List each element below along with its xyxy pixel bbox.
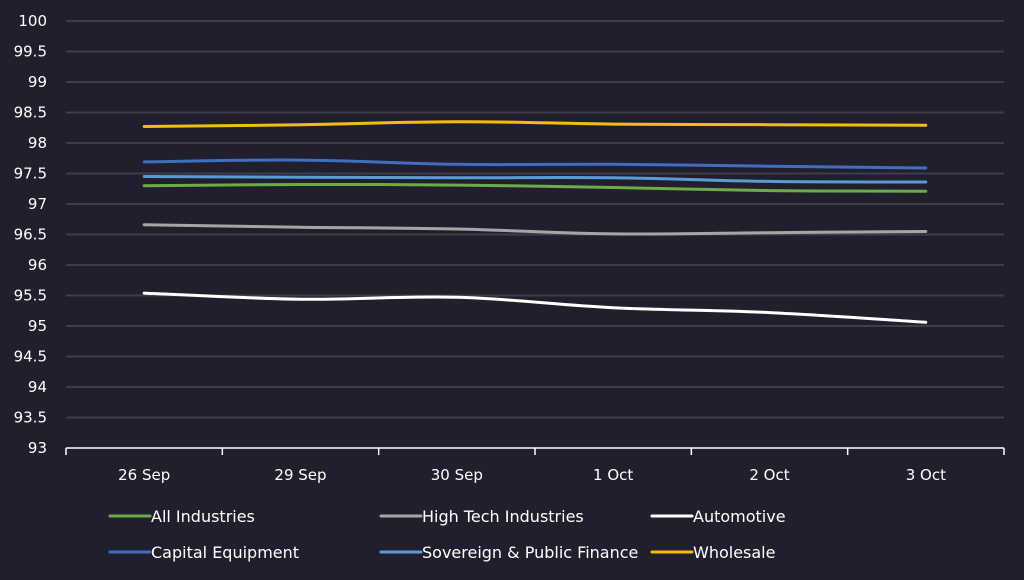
legend: All Industries High Tech Industries Automo… [108, 507, 786, 562]
y-tick-label: 93 [28, 439, 47, 457]
x-tick-label: 29 Sep [274, 466, 326, 484]
series-line-all-industries [142, 182, 928, 193]
y-tick-label: 99.5 [14, 43, 47, 61]
y-tick-label: 97.5 [14, 165, 47, 183]
y-tick-label: 96.5 [14, 226, 47, 244]
y-tick-label: 98.5 [14, 104, 47, 122]
y-tick-label: 100 [18, 12, 47, 30]
series-line-wholesale [142, 120, 928, 128]
legend-item-all-industries: All Industries [108, 507, 255, 526]
legend-label: Wholesale [693, 543, 775, 562]
series-line-high-tech-industries [142, 223, 928, 236]
legend-item-capital-equipment: Capital Equipment [108, 543, 299, 562]
y-tick-label: 95.5 [14, 287, 47, 305]
legend-label: Sovereign & Public Finance [422, 543, 638, 562]
series-line-capital-equipment [142, 158, 928, 170]
y-tick-label: 94 [28, 378, 47, 396]
y-tick-label: 98 [28, 134, 47, 152]
legend-label: High Tech Industries [422, 507, 584, 526]
x-tick-label: 2 Oct [749, 466, 789, 484]
x-axis-tick-labels: 26 Sep 29 Sep 30 Sep 1 Oct 2 Oct 3 Oct [118, 466, 946, 484]
y-tick-label: 99 [28, 73, 47, 91]
legend-label: All Industries [151, 507, 255, 526]
y-axis-tick-labels: 93 93.5 94 94.5 95 95.5 96 96.5 97 97.5 98 98.5 99 99… [14, 12, 47, 457]
series-lines [142, 120, 928, 324]
legend-label: Capital Equipment [151, 543, 299, 562]
legend-item-automotive: Automotive [650, 507, 786, 526]
y-tick-label: 96 [28, 256, 47, 274]
x-tick-label: 3 Oct [906, 466, 946, 484]
y-tick-label: 93.5 [14, 409, 47, 427]
x-tick-label: 1 Oct [593, 466, 633, 484]
legend-item-high-tech-industries: High Tech Industries [379, 507, 584, 526]
series-line-sovereign-public-finance [142, 175, 928, 184]
legend-item-wholesale: Wholesale [650, 543, 775, 562]
y-tick-label: 97 [28, 195, 47, 213]
x-axis [65, 447, 1005, 455]
x-tick-label: 26 Sep [118, 466, 170, 484]
grid-lines [66, 20, 1004, 419]
legend-item-sovereign-public-finance: Sovereign & Public Finance [379, 543, 638, 562]
series-line-automotive [142, 291, 928, 324]
y-tick-label: 94.5 [14, 348, 47, 366]
x-tick-label: 30 Sep [431, 466, 483, 484]
legend-label: Automotive [693, 507, 786, 526]
y-tick-label: 95 [28, 317, 47, 335]
